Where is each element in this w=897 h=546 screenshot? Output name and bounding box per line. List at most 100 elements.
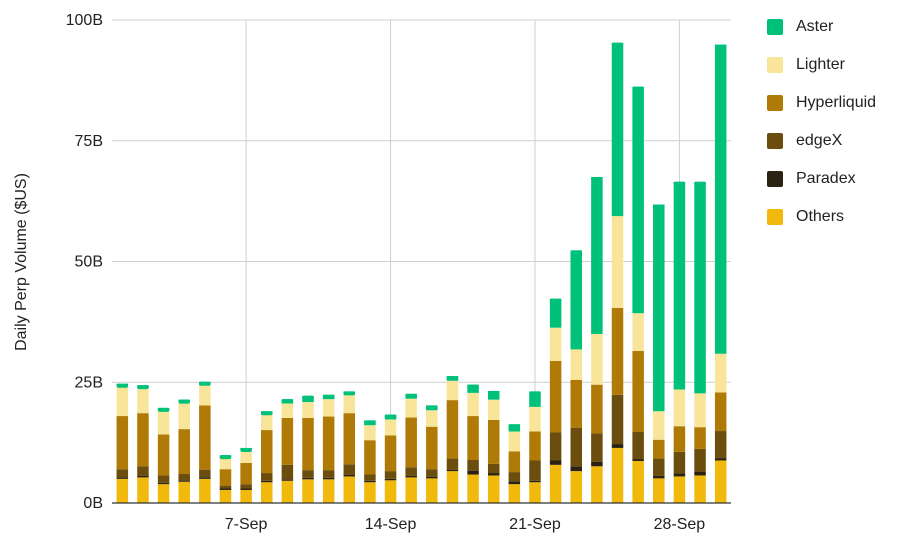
bar-segment-paradex bbox=[570, 466, 582, 472]
bar-segment-lighter bbox=[694, 393, 706, 428]
bar-segment-edgex bbox=[673, 451, 686, 474]
bar-segment-lighter bbox=[611, 216, 624, 308]
bar-segment-others bbox=[384, 480, 397, 503]
bar-segment-hyperliquid bbox=[178, 429, 190, 475]
bar-segment-hyperliquid bbox=[322, 416, 335, 471]
bar-segment-others bbox=[157, 484, 170, 503]
bar-segment-aster bbox=[673, 181, 686, 390]
bar-stack bbox=[261, 411, 273, 503]
bar-segment-lighter bbox=[529, 406, 541, 432]
gridlines bbox=[112, 19, 731, 503]
bar-segment-lighter bbox=[405, 398, 417, 418]
bar-cap bbox=[261, 411, 273, 416]
bar-segment-edgex bbox=[343, 464, 356, 475]
bar-segment-paradex bbox=[694, 471, 706, 476]
bar-stack bbox=[281, 399, 294, 503]
bar-stack bbox=[508, 424, 521, 503]
y-tick-label: 100B bbox=[66, 12, 103, 29]
bar-segment-edgex bbox=[508, 472, 521, 482]
legend-item-hyperliquid[interactable]: Hyperliquid bbox=[767, 84, 876, 122]
bar-cap bbox=[632, 86, 644, 91]
bar-stack bbox=[487, 390, 500, 503]
bar-segment-hyperliquid bbox=[219, 469, 232, 486]
bar-segment-aster bbox=[591, 176, 603, 334]
bar-stack bbox=[157, 407, 170, 503]
legend-item-paradex[interactable]: Paradex bbox=[767, 160, 876, 198]
bar-segment-hyperliquid bbox=[261, 430, 273, 474]
bar-stack bbox=[549, 298, 562, 503]
bar-segment-hyperliquid bbox=[281, 417, 294, 465]
bar-stack bbox=[426, 405, 438, 503]
legend-label: Lighter bbox=[796, 56, 845, 73]
bar-segment-others bbox=[240, 489, 252, 503]
legend-label: Aster bbox=[796, 18, 834, 35]
legend-item-others[interactable]: Others bbox=[767, 198, 876, 236]
bar-segment-lighter bbox=[673, 389, 686, 427]
bar-segment-paradex bbox=[591, 461, 603, 467]
bar-segment-edgex bbox=[694, 448, 706, 472]
bar-segment-edgex bbox=[116, 469, 129, 478]
bar-segment-lighter bbox=[137, 387, 149, 414]
bar-segment-edgex bbox=[487, 463, 500, 474]
legend-label: Paradex bbox=[796, 170, 856, 187]
bar-segment-paradex bbox=[508, 481, 521, 485]
y-tick-label: 25B bbox=[75, 374, 103, 391]
bar-segment-lighter bbox=[570, 349, 582, 380]
bar-stack bbox=[446, 375, 459, 503]
bar-segment-paradex bbox=[487, 473, 500, 476]
bar-segment-others bbox=[487, 475, 500, 503]
bar-segment-others bbox=[343, 476, 356, 503]
bar-cap bbox=[343, 391, 356, 396]
bar-segment-others bbox=[426, 478, 438, 503]
bar-cap bbox=[611, 42, 624, 47]
bar-cap bbox=[508, 424, 521, 429]
bar-segment-paradex bbox=[137, 475, 149, 478]
legend-label: edgeX bbox=[796, 132, 843, 149]
bar-segment-edgex bbox=[467, 460, 479, 471]
bar-stack bbox=[694, 181, 706, 503]
bar-stack bbox=[611, 42, 624, 503]
bar-cap bbox=[281, 399, 294, 404]
bar-cap bbox=[673, 181, 686, 186]
bar-segment-lighter bbox=[322, 399, 335, 417]
bar-segment-aster bbox=[570, 250, 582, 350]
bar-segment-hyperliquid bbox=[673, 426, 686, 452]
bar-segment-others bbox=[322, 479, 335, 503]
bar-segment-hyperliquid bbox=[714, 392, 727, 432]
bar-segment-others bbox=[467, 474, 479, 503]
bar-cap bbox=[487, 390, 500, 395]
bar-segment-paradex bbox=[405, 475, 417, 478]
bar-segment-edgex bbox=[611, 394, 624, 445]
bar-segment-others bbox=[364, 482, 376, 503]
bar-segment-hyperliquid bbox=[529, 431, 541, 461]
bar-stack bbox=[322, 394, 335, 503]
bar-segment-others bbox=[199, 478, 211, 503]
bar-stack bbox=[570, 250, 582, 503]
legend-item-edgex[interactable]: edgeX bbox=[767, 122, 876, 160]
bar-segment-paradex bbox=[384, 478, 397, 481]
bar-segment-edgex bbox=[157, 475, 170, 483]
bar-segment-hyperliquid bbox=[467, 416, 479, 461]
bar-segment-paradex bbox=[240, 488, 252, 490]
legend-swatch bbox=[767, 19, 783, 35]
bar-segment-others bbox=[570, 471, 582, 503]
bar-segment-edgex bbox=[240, 484, 252, 489]
bar-segment-lighter bbox=[343, 394, 356, 414]
bar-segment-lighter bbox=[240, 450, 252, 463]
bar-segment-edgex bbox=[529, 460, 541, 481]
bar-segment-lighter bbox=[261, 414, 273, 431]
bar-segment-edgex bbox=[178, 474, 190, 481]
bar-segment-lighter bbox=[714, 353, 727, 393]
legend-item-lighter[interactable]: Lighter bbox=[767, 46, 876, 84]
bar-segment-lighter bbox=[426, 410, 438, 427]
bar-segment-edgex bbox=[591, 433, 603, 462]
bar-cap bbox=[302, 395, 314, 400]
legend-label: Hyperliquid bbox=[796, 94, 877, 111]
bar-segment-hyperliquid bbox=[570, 379, 582, 428]
bar-stack bbox=[219, 455, 232, 503]
legend-item-aster[interactable]: Aster bbox=[767, 8, 876, 46]
bar-segment-others bbox=[529, 482, 541, 503]
bar-segment-hyperliquid bbox=[591, 384, 603, 434]
bar-segment-aster bbox=[611, 42, 624, 217]
y-axis-label: Daily Perp Volume ($US) bbox=[13, 173, 30, 351]
